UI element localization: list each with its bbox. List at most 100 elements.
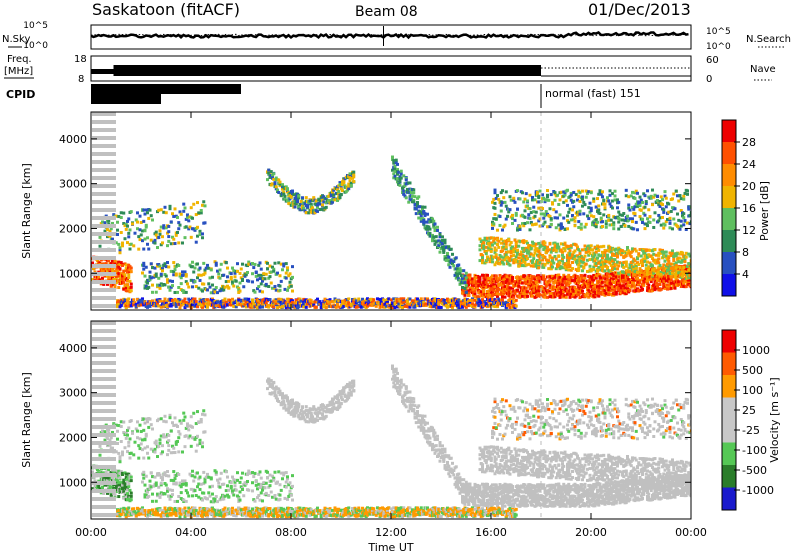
power-cell (651, 188, 654, 192)
power-cell (501, 201, 504, 205)
power-cell (143, 286, 147, 290)
power-cell (597, 248, 601, 252)
power-cell (566, 203, 569, 207)
power-cell (599, 192, 603, 196)
power-cell (487, 240, 491, 244)
power-cell (501, 295, 504, 299)
power-cell (633, 286, 637, 290)
power-cell (601, 224, 604, 228)
power-cell (597, 245, 601, 249)
power-cell (451, 306, 454, 310)
power-cell (134, 305, 138, 309)
power-cell (236, 262, 239, 266)
power-cell (274, 176, 278, 180)
power-cell (646, 255, 649, 259)
power-cell (159, 274, 163, 278)
power-cell (343, 302, 347, 306)
power-cell (507, 303, 511, 307)
power-cell (489, 288, 493, 292)
power-cell (549, 193, 553, 197)
power-cell (189, 278, 193, 282)
power-cell (587, 217, 591, 221)
power-cell (506, 300, 509, 304)
power-cell (574, 277, 578, 281)
power-cell (631, 205, 634, 209)
power-cell (148, 270, 152, 274)
power-cell (569, 191, 573, 195)
power-cell (272, 172, 276, 176)
power-cell (471, 302, 474, 306)
power-cell (594, 261, 598, 265)
power-cell (532, 253, 536, 257)
power-cell (662, 208, 666, 212)
power-cell (126, 270, 129, 274)
power-cell (91, 278, 94, 282)
power-cell (599, 218, 603, 222)
power-cell (502, 225, 506, 229)
power-cell (522, 200, 526, 204)
power-cell (128, 247, 132, 251)
power-cell (646, 260, 649, 264)
power-cell (177, 241, 181, 245)
power-cell (534, 280, 538, 284)
power-cell (501, 298, 504, 302)
power-cell (638, 273, 642, 277)
power-cell (101, 220, 104, 224)
power-cell (648, 271, 652, 275)
power-cell (493, 201, 497, 205)
power-cell (521, 281, 524, 285)
power-cell (106, 228, 109, 232)
power-cell (103, 229, 107, 233)
power-cell (624, 282, 628, 286)
power-cell (679, 272, 683, 276)
freq-unit-label: [MHz] (4, 66, 33, 77)
power-cell (581, 204, 584, 208)
power-cell (588, 258, 592, 262)
power-cell (146, 242, 149, 246)
power-cell (604, 284, 608, 288)
power-cell (482, 247, 486, 251)
power-cell (491, 220, 494, 224)
power-cell (638, 215, 642, 219)
power-cell (163, 297, 167, 301)
power-cell (286, 266, 289, 270)
power-cell (261, 290, 264, 294)
power-cell (478, 248, 482, 252)
power-cell (543, 295, 547, 299)
power-cell (643, 254, 647, 258)
power-cell (652, 271, 656, 275)
power-cell (549, 292, 553, 296)
power-cell (647, 283, 651, 287)
power-cell (157, 236, 161, 240)
power-cell (533, 198, 537, 202)
power-cell (487, 289, 491, 293)
power-cell (507, 210, 511, 214)
power-cell (506, 280, 509, 284)
power-cell (551, 201, 554, 205)
power-cell (528, 287, 532, 291)
power-cell (566, 256, 569, 260)
power-cell (558, 213, 562, 217)
power-cell (522, 239, 526, 243)
power-cell (186, 215, 189, 219)
power-cell (679, 280, 683, 284)
power-cell (191, 285, 194, 289)
power-cell (118, 246, 122, 250)
power-cell (668, 264, 672, 268)
power-cell (147, 247, 151, 251)
power-cell (282, 190, 286, 194)
power-cell (142, 267, 146, 271)
power-cell (662, 263, 666, 267)
power-cell (337, 299, 341, 303)
power-cell (178, 272, 182, 276)
power-cell (217, 272, 221, 276)
power-cell (654, 258, 658, 262)
power-cell (242, 285, 246, 289)
power-cell (567, 259, 571, 263)
power-cell (214, 304, 218, 308)
power-cell (109, 284, 113, 288)
power-cell (657, 270, 661, 274)
power-cell (643, 251, 647, 255)
power-cell (594, 264, 598, 268)
power-cell (477, 297, 481, 301)
